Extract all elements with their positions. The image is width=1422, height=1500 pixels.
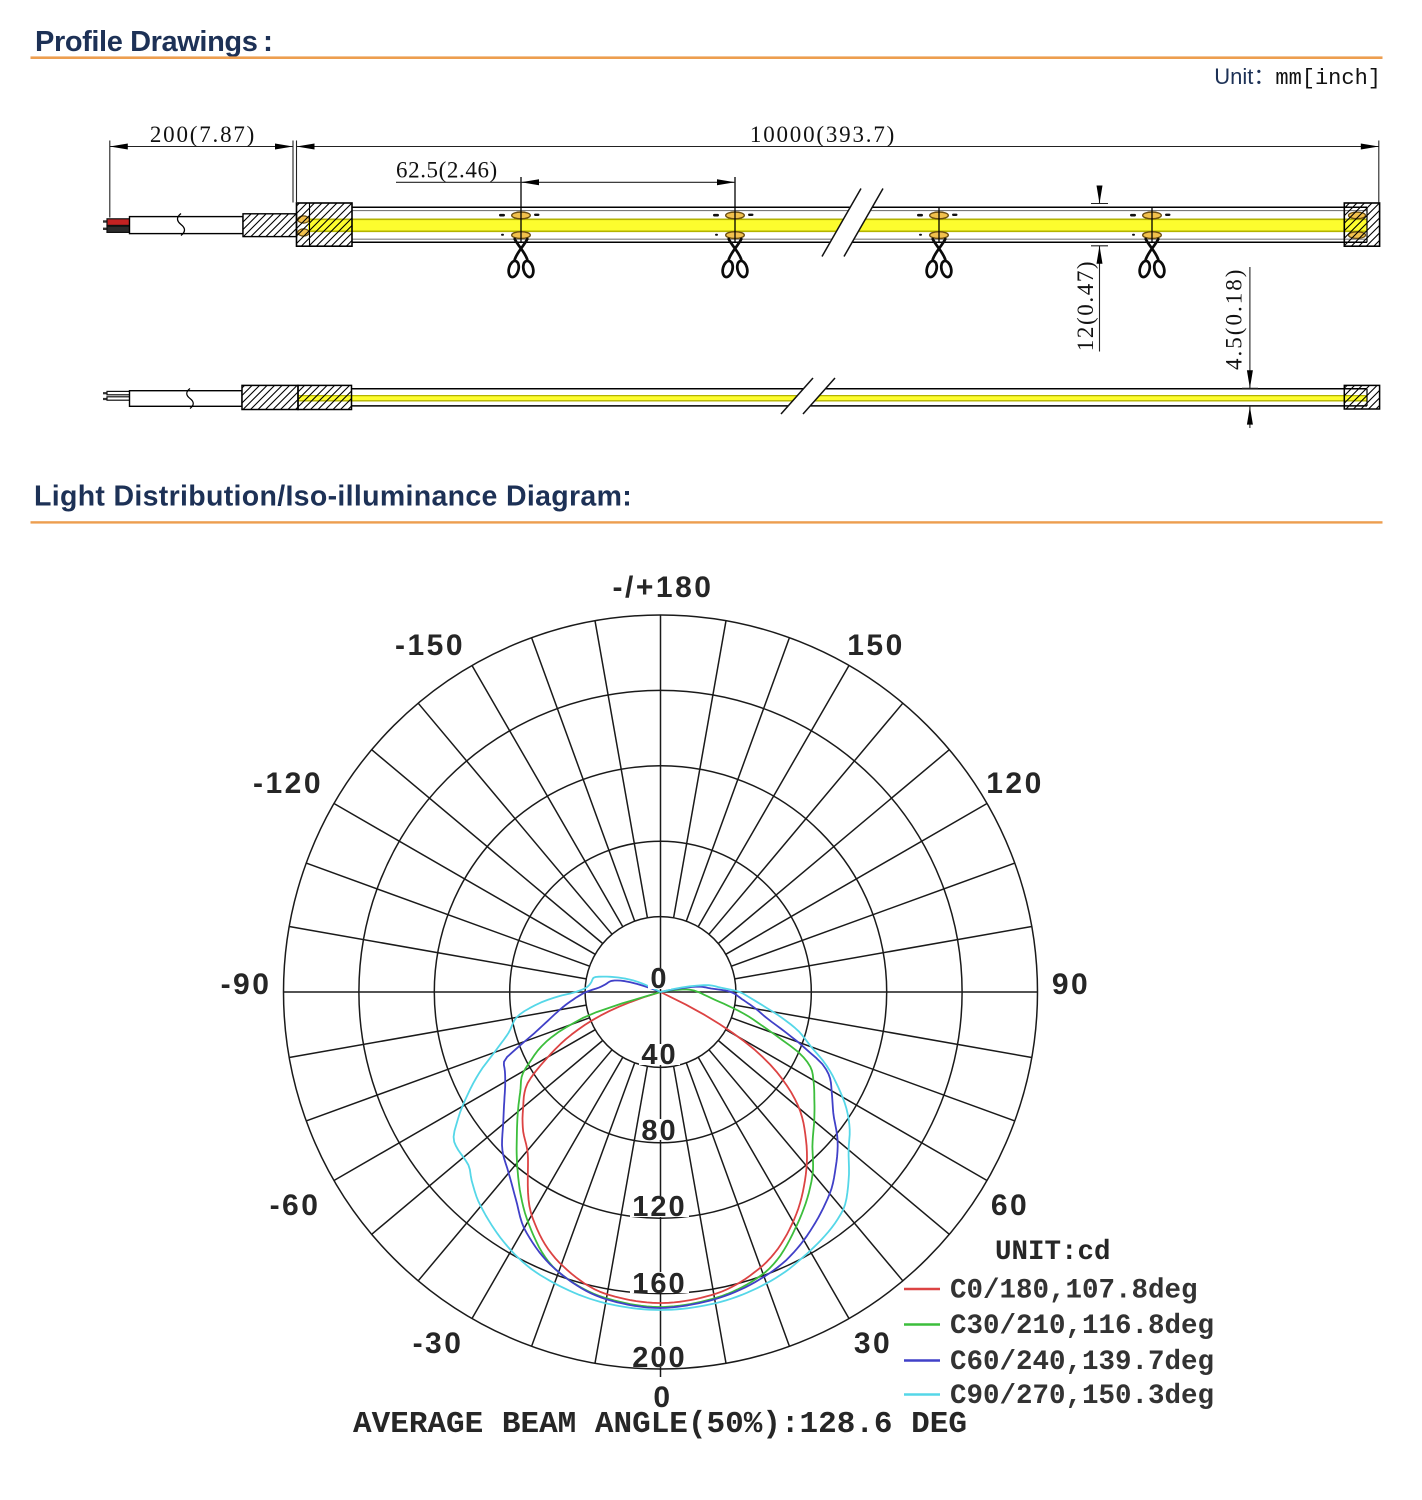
- svg-text:-60: -60: [270, 1189, 321, 1222]
- svg-text:10000(393.7): 10000(393.7): [750, 122, 896, 147]
- svg-text:C30/210,116.8deg: C30/210,116.8deg: [950, 1311, 1214, 1342]
- svg-text:-90: -90: [221, 968, 272, 1001]
- svg-text:40: 40: [641, 1039, 677, 1071]
- svg-text:AVERAGE BEAM ANGLE(50%):128.6: AVERAGE BEAM ANGLE(50%):128.6 DEG: [353, 1407, 967, 1442]
- svg-text:UNIT:cd: UNIT:cd: [995, 1237, 1111, 1268]
- svg-text:12(0.47): 12(0.47): [1073, 260, 1098, 351]
- svg-text:120: 120: [986, 767, 1044, 800]
- svg-text:4.5(0.18): 4.5(0.18): [1222, 268, 1247, 370]
- svg-text:60: 60: [991, 1189, 1029, 1222]
- svg-text::: :: [263, 25, 273, 58]
- svg-text:62.5(2.46): 62.5(2.46): [396, 158, 498, 183]
- svg-text:0: 0: [650, 963, 668, 995]
- svg-text:30: 30: [854, 1327, 892, 1360]
- svg-text:C60/240,139.7deg: C60/240,139.7deg: [950, 1347, 1214, 1378]
- svg-text:Light Distribution/Iso-illumin: Light Distribution/Iso-illuminance Diagr…: [34, 481, 632, 513]
- svg-text:90: 90: [1052, 968, 1090, 1001]
- svg-text:80: 80: [641, 1115, 677, 1147]
- svg-text:200(7.87): 200(7.87): [150, 122, 256, 147]
- svg-text:C90/270,150.3deg: C90/270,150.3deg: [950, 1381, 1214, 1412]
- svg-text:-150: -150: [395, 629, 465, 662]
- svg-text:160: 160: [632, 1268, 686, 1300]
- svg-text:-30: -30: [413, 1327, 464, 1360]
- svg-text:150: 150: [847, 629, 905, 662]
- svg-text:-120: -120: [253, 767, 323, 800]
- svg-text:120: 120: [632, 1191, 686, 1223]
- svg-text:C0/180,107.8deg: C0/180,107.8deg: [950, 1276, 1198, 1307]
- svg-text:Unit：mm[inch]: Unit：mm[inch]: [1214, 64, 1381, 91]
- svg-text:-/+180: -/+180: [613, 571, 714, 604]
- svg-text:0: 0: [653, 1381, 672, 1414]
- svg-text:200: 200: [632, 1342, 686, 1374]
- svg-text:Profile Drawings: Profile Drawings: [35, 26, 257, 58]
